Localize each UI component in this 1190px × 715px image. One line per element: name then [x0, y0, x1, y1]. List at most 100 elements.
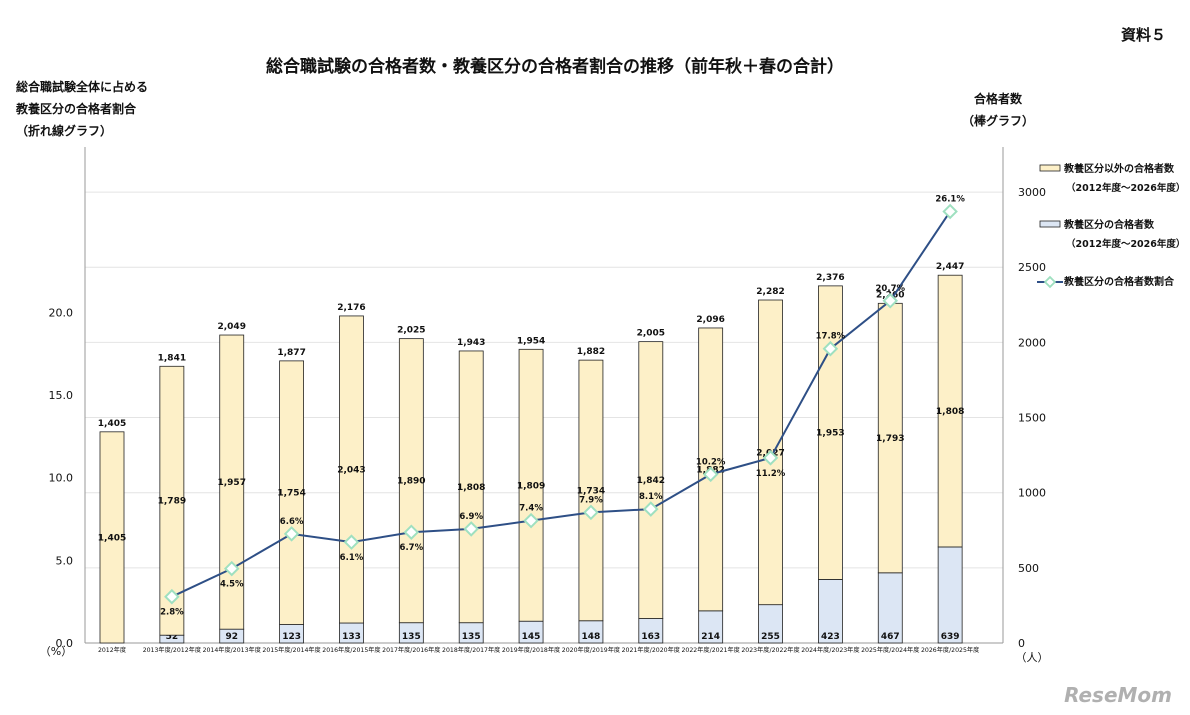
other-bar-label: 1,405 — [98, 533, 126, 543]
ratio-marker — [343, 534, 360, 550]
kyoyo-bar-label: 639 — [941, 632, 960, 642]
left-axis-title-line: 総合職試験全体に占める — [16, 80, 149, 94]
ratio-label: 4.5% — [220, 580, 244, 590]
ratio-marker — [822, 340, 839, 357]
x-tick-label: 2019年度/2018年度 — [502, 646, 560, 654]
other-bar — [99, 431, 125, 644]
left-axis-title-line: 教養区分の合格者割合 — [16, 102, 137, 116]
ratio-marker — [463, 521, 479, 537]
chart-title: 総合職試験の合格者数・教養区分の合格者割合の推移（前年秋＋春の合計） — [266, 57, 844, 77]
left-tick-label: 5.0 — [56, 554, 74, 567]
x-tick-label: 2017年度/2016年度 — [382, 646, 440, 654]
total-label: 1,954 — [517, 336, 545, 346]
right-tick-label: 500 — [1018, 562, 1039, 575]
kyoyo-bar-label: 255 — [761, 632, 780, 642]
ratio-label: 6.1% — [340, 553, 364, 563]
other-bar — [937, 274, 963, 548]
right-axis-title-line: 合格者数 — [974, 92, 1023, 106]
x-tick-label: 2014年度/2013年度 — [203, 646, 261, 654]
right-tick-label: 1000 — [1018, 487, 1046, 500]
other-bar — [219, 334, 245, 630]
other-bar-label: 1,808 — [457, 483, 485, 493]
total-label: 2,282 — [756, 287, 784, 297]
x-tick-label: 2021年度/2020年度 — [622, 646, 680, 654]
kyoyo-bar-label: 92 — [225, 632, 238, 642]
kyoyo-bar — [937, 546, 963, 644]
other-bar — [877, 302, 903, 574]
kyoyo-bar-label: 148 — [582, 632, 601, 642]
ratio-label: 7.4% — [519, 504, 543, 514]
other-bar-label: 1,842 — [637, 476, 665, 486]
ratio-label: 10.2% — [696, 457, 726, 467]
other-bar — [638, 341, 664, 619]
kyoyo-bar — [698, 610, 724, 644]
right-tick-label: 0 — [1018, 637, 1025, 650]
kyoyo-bar — [818, 579, 843, 644]
other-bar — [458, 350, 484, 624]
left-axis-title-line: （折れ線グラフ） — [16, 124, 113, 138]
ratio-marker — [223, 560, 240, 577]
left-tick-label: 15.0 — [49, 389, 74, 402]
total-label: 2,005 — [637, 329, 665, 339]
kyoyo-bar-label: 135 — [462, 632, 481, 642]
total-label: 1,405 — [98, 419, 126, 429]
legend-sublabel: （2012年度～2026年度） — [1066, 182, 1185, 194]
kyoyo-bar-label: 423 — [821, 632, 840, 642]
total-label: 1,882 — [577, 347, 605, 357]
ratio-marker — [762, 450, 779, 466]
other-bar-label: 1,789 — [158, 497, 186, 507]
ratio-label: 6.7% — [400, 543, 424, 553]
total-label: 2,049 — [217, 322, 245, 332]
kyoyo-bar-label: 467 — [881, 632, 900, 642]
left-axis-unit: （%） — [40, 645, 72, 658]
right-axis-title: 合格者数 （棒グラフ） — [962, 88, 1034, 132]
ratio-label: 2.8% — [160, 608, 184, 618]
ratio-line — [171, 210, 951, 598]
other-bar-label: 2,043 — [337, 465, 365, 475]
ratio-marker — [283, 526, 300, 542]
other-bar-label: 1,754 — [277, 489, 305, 499]
right-tick-label: 2500 — [1018, 261, 1046, 274]
total-label: 2,376 — [816, 273, 844, 283]
other-bar-label: 1,793 — [876, 434, 904, 444]
kyoyo-bar-label: 135 — [402, 632, 421, 642]
total-label: 1,877 — [277, 348, 305, 358]
left-tick-label: 10.0 — [49, 472, 74, 485]
kyoyo-bar-label: 145 — [522, 632, 541, 642]
kyoyo-bar-label: 133 — [342, 632, 361, 642]
right-tick-label: 2000 — [1018, 336, 1046, 349]
kyoyo-bar-label: 52 — [166, 632, 179, 642]
total-label: 2,447 — [936, 262, 964, 272]
legend-sublabel: （2012年度～2026年度） — [1066, 238, 1185, 250]
legend-label: 教養区分の合格者数 — [1063, 218, 1155, 231]
ratio-label: 11.2% — [756, 469, 786, 479]
other-bar-label: 1,957 — [217, 478, 245, 488]
total-label: 2,025 — [397, 326, 425, 336]
kyoyo-bar-label: 123 — [282, 632, 301, 642]
right-tick-label: 1500 — [1018, 412, 1046, 425]
legend-label: 教養区分以外の合格者数 — [1063, 162, 1175, 175]
ratio-marker — [702, 466, 719, 483]
legend-marker — [1043, 275, 1057, 289]
x-tick-label: 2023年度/2022年度 — [741, 646, 799, 654]
resemom-logo: ReseMom — [1064, 683, 1172, 707]
ratio-label: 26.1% — [935, 194, 965, 204]
other-bar — [578, 359, 604, 622]
ratio-marker — [882, 292, 899, 309]
x-tick-label: 2016年度/2015年度 — [322, 646, 380, 654]
x-tick-label: 2020年度/2019年度 — [562, 646, 620, 654]
ratio-marker — [523, 512, 539, 529]
other-bar — [398, 338, 424, 624]
x-tick-label: 2013年度/2012年度 — [143, 646, 201, 654]
x-tick-label: 2022年度/2021年度 — [682, 646, 740, 654]
right-tick-label: 3000 — [1018, 186, 1046, 199]
ratio-marker — [583, 504, 599, 521]
ratio-marker — [403, 524, 420, 541]
total-label: 1,943 — [457, 338, 485, 348]
other-bar-label: 1,808 — [936, 407, 964, 417]
ratio-label: 17.8% — [816, 332, 846, 342]
other-bar-label: 1,953 — [816, 429, 844, 439]
right-axis-unit: （人） — [1016, 651, 1049, 664]
other-bar — [518, 348, 544, 622]
